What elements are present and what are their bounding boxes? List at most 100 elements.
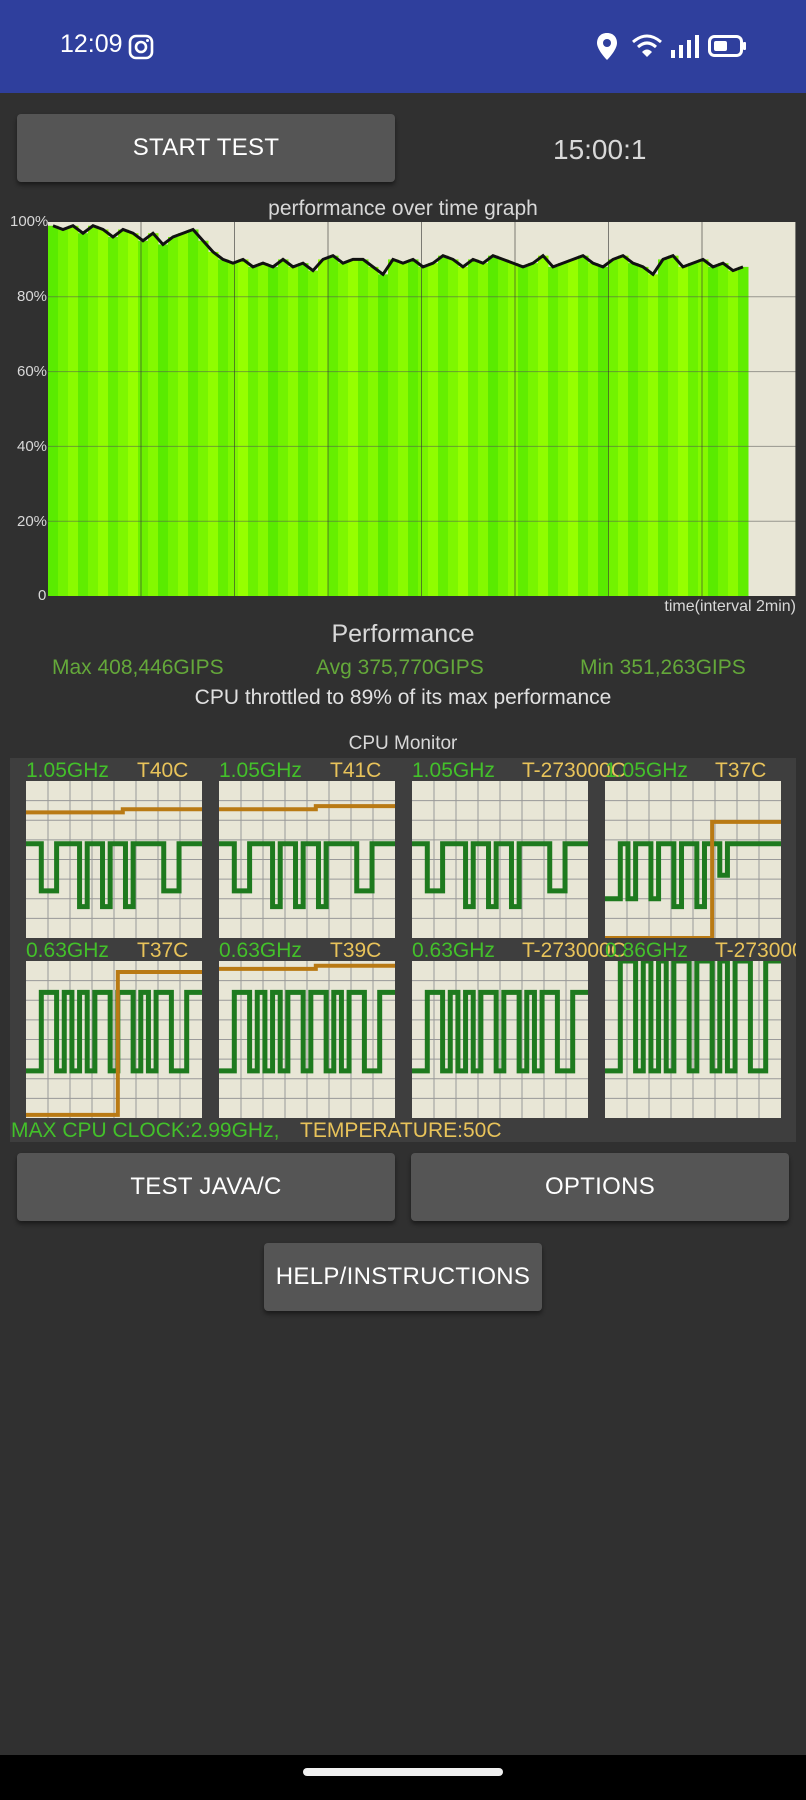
perf-bar: [548, 266, 559, 596]
instagram-icon: [128, 34, 154, 60]
perf-bar: [378, 274, 389, 596]
core-load-line: [26, 841, 202, 910]
core-temp-line: [219, 963, 395, 971]
core-8-freq: 0.86GHz: [605, 939, 688, 962]
perf-bar: [598, 266, 609, 596]
core-8-graph: [605, 961, 781, 1118]
core-2-freq: 1.05GHz: [219, 759, 302, 782]
core-6-graph: [219, 961, 395, 1118]
core-load-line: [605, 841, 781, 910]
perf-bar: [438, 255, 449, 596]
perf-bar: [348, 259, 359, 596]
perf-bar: [368, 266, 379, 596]
perf-bar: [138, 240, 149, 596]
perf-bar: [538, 255, 549, 596]
perf-bar: [178, 233, 189, 596]
perf-bar: [688, 263, 699, 596]
core-load-line: [219, 841, 395, 910]
navigation-bar: [0, 1755, 806, 1800]
perf-bar: [708, 266, 719, 596]
max-performance: Max 408,446GIPS: [52, 656, 224, 679]
core-temp-line: [26, 969, 202, 1117]
perf-bar: [48, 225, 59, 596]
perf-bar: [308, 270, 319, 596]
perf-bar: [738, 266, 749, 596]
test-java-c-button[interactable]: TEST JAVA/C: [17, 1153, 395, 1221]
core-1-temp: T40C: [137, 759, 189, 782]
signal-icon: [671, 35, 699, 58]
perf-bar: [158, 244, 169, 596]
help-instructions-button[interactable]: HELP/INSTRUCTIONS: [264, 1243, 542, 1311]
core-load-line: [412, 841, 588, 910]
perf-bar: [468, 259, 479, 596]
cpu-monitor-title: CPU Monitor: [348, 733, 458, 754]
perf-bar: [728, 270, 739, 596]
y-label-40: 40%: [17, 438, 48, 455]
perf-bar: [458, 266, 469, 596]
y-label-20: 20%: [17, 513, 48, 530]
perf-bar: [618, 255, 629, 596]
perf-bar: [658, 259, 669, 596]
perf-bar: [188, 229, 199, 596]
y-label-0: 0: [38, 587, 47, 604]
perf-bar: [118, 229, 129, 596]
perf-bar: [528, 263, 539, 596]
perf-bar: [208, 251, 219, 596]
perf-bar: [508, 263, 519, 596]
perf-bar: [398, 263, 409, 596]
perf-bar: [518, 266, 529, 596]
perf-bar: [148, 233, 159, 596]
perf-bar: [718, 263, 729, 596]
perf-bar: [328, 255, 339, 596]
core-4-temp: T37C: [715, 759, 767, 782]
core-7-temp: T-273000C: [522, 939, 626, 962]
status-bar: 12:09: [0, 0, 806, 93]
x-axis-label: time(interval 2min): [664, 598, 796, 615]
perf-bar: [478, 263, 489, 596]
perf-bar: [338, 263, 349, 596]
cpu-temperature: TEMPERATURE:50C: [300, 1119, 502, 1142]
perf-bar: [608, 259, 619, 596]
start-test-button[interactable]: START TEST: [17, 114, 395, 182]
core-temp-line: [26, 807, 202, 815]
perf-bar: [108, 236, 119, 596]
perf-bar: [578, 255, 589, 596]
perf-bar: [388, 259, 399, 596]
perf-bar: [168, 236, 179, 596]
perf-bar: [68, 225, 79, 596]
core-temp-line: [219, 804, 395, 812]
home-gesture-pill[interactable]: [303, 1768, 503, 1776]
perf-bar: [268, 266, 279, 596]
core-1-freq: 1.05GHz: [26, 759, 109, 782]
perf-bar: [58, 229, 69, 596]
core-2-graph: [219, 781, 395, 938]
perf-bar: [668, 255, 679, 596]
graph-title: performance over time graph: [268, 197, 538, 220]
perf-bar: [218, 259, 229, 596]
y-label-100: 100%: [10, 213, 49, 230]
core-3-graph: [412, 781, 588, 938]
perf-bar: [128, 233, 139, 596]
core-load-line: [412, 989, 588, 1074]
performance-title: Performance: [331, 620, 475, 648]
min-performance: Min 351,263GIPS: [580, 656, 746, 679]
core-3-temp: T-273000C: [522, 759, 626, 782]
location-icon: [597, 33, 617, 60]
perf-bar: [198, 240, 209, 596]
battery-icon: [708, 35, 746, 57]
core-6-freq: 0.63GHz: [219, 939, 302, 962]
perf-bar: [488, 255, 499, 596]
perf-bar: [448, 259, 459, 596]
test-timer: 15:00:1: [553, 134, 647, 165]
perf-bar: [568, 259, 579, 596]
core-5-freq: 0.63GHz: [26, 939, 109, 962]
core-5-temp: T37C: [137, 939, 189, 962]
core-load-line: [219, 989, 395, 1074]
perf-bar: [428, 263, 439, 596]
core-4-graph: [605, 781, 781, 938]
throttle-text: CPU throttled to 89% of its max performa…: [194, 686, 612, 709]
perf-bar: [288, 266, 299, 596]
options-button[interactable]: OPTIONS: [411, 1153, 789, 1221]
core-load-line: [605, 961, 781, 1074]
perf-bar: [238, 259, 249, 596]
